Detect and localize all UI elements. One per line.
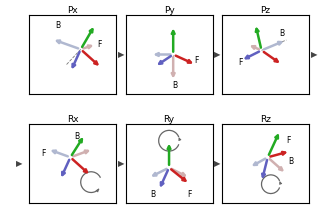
- Text: Rx: Rx: [67, 115, 78, 124]
- Text: Ry: Ry: [164, 115, 175, 124]
- Text: B: B: [150, 190, 155, 199]
- Text: ▶: ▶: [311, 50, 317, 59]
- Text: F: F: [41, 149, 46, 158]
- Text: ▶: ▶: [16, 159, 23, 168]
- Text: F: F: [286, 136, 291, 145]
- Text: B: B: [55, 21, 61, 30]
- Text: Px: Px: [67, 6, 78, 15]
- Text: Rz: Rz: [260, 115, 271, 124]
- Text: Pz: Pz: [260, 6, 271, 15]
- Text: F: F: [187, 190, 192, 199]
- Text: F: F: [194, 56, 198, 65]
- Text: Py: Py: [164, 6, 175, 15]
- Text: B: B: [74, 132, 79, 141]
- Text: ▶: ▶: [214, 50, 221, 59]
- Text: B: B: [173, 81, 178, 90]
- Text: F: F: [97, 40, 101, 49]
- Text: ▶: ▶: [118, 50, 124, 59]
- Text: B: B: [288, 157, 293, 166]
- Text: ▶: ▶: [118, 159, 124, 168]
- Text: ▶: ▶: [214, 159, 221, 168]
- Text: F: F: [239, 58, 243, 67]
- Text: B: B: [279, 29, 285, 38]
